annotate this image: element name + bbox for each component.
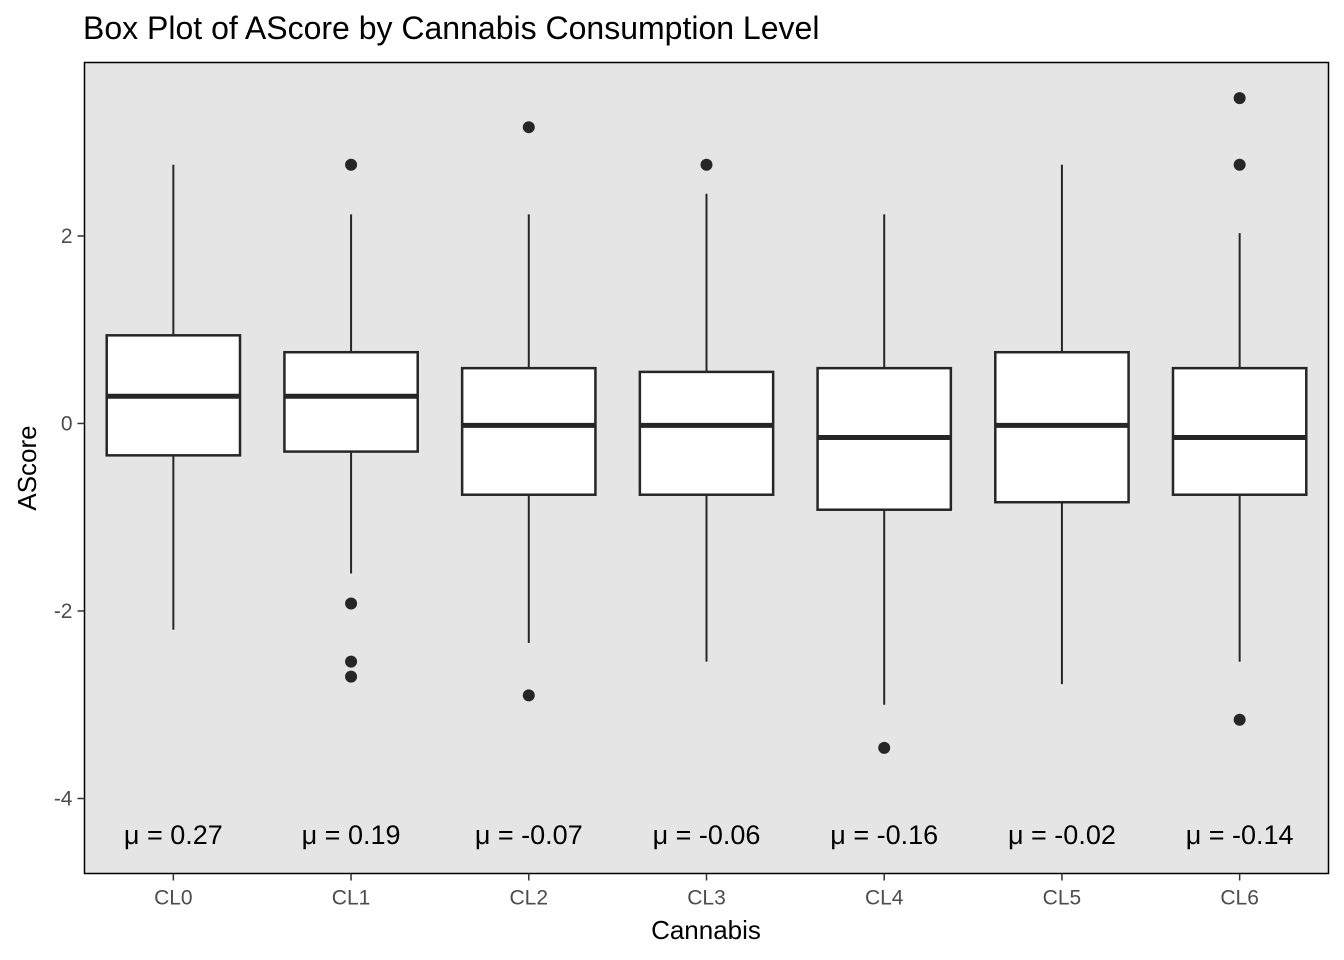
x-tick-label: CL5 [1043,887,1082,910]
x-axis: CL0 CL1 CL2 CL3 CL4 CL5 CL6 [154,873,1259,910]
box-cl4 [816,214,953,754]
box-cl0 [105,164,242,630]
x-tick-label: CL1 [332,887,371,910]
x-tick-label: CL4 [865,887,904,910]
outlier-point [878,741,891,754]
outlier-point [1233,158,1246,171]
box-iqr [1171,366,1308,496]
y-axis-title: AScore [12,425,42,510]
box-iqr [638,370,775,496]
outlier-point [522,689,535,702]
y-tick-label: -4 [54,787,73,810]
mean-label: μ = 0.19 [302,820,401,850]
mean-label: μ = -0.16 [830,820,938,850]
mean-label: μ = 0.27 [124,820,223,850]
outlier-point [522,121,535,134]
box-cl2 [460,121,597,702]
box-iqr [283,350,419,453]
x-tick-label: CL6 [1220,887,1259,910]
y-tick-label: -2 [54,600,73,623]
x-axis-title: Cannabis [651,915,761,945]
outlier-point [700,158,713,171]
y-tick-label: 0 [61,412,73,435]
box-cl1 [283,158,419,683]
outlier-point [1233,713,1246,726]
boxes-layer [105,92,1308,754]
outlier-point [345,158,358,171]
x-tick-label: CL3 [687,887,726,910]
x-tick-label: CL2 [510,887,549,910]
mean-label: μ = -0.14 [1186,820,1294,850]
box-iqr [460,366,597,496]
box-cl5 [994,164,1130,685]
outlier-point [1233,92,1246,105]
outlier-point [345,597,358,610]
box-cl6 [1171,92,1308,726]
mean-label: μ = -0.07 [475,820,583,850]
y-axis: -4 -2 0 2 [54,225,85,810]
mean-labels-layer: μ = 0.27 μ = 0.19 μ = -0.07 μ = -0.06 μ = -0… [124,820,1294,850]
x-tick-label: CL0 [154,887,193,910]
mean-label: μ = -0.06 [653,820,761,850]
outlier-point [345,655,358,668]
box-cl3 [638,158,775,662]
mean-label: μ = -0.02 [1008,820,1116,850]
chart-title: Box Plot of AScore by Cannabis Consumpti… [83,10,819,46]
outlier-point [345,670,358,683]
y-tick-label: 2 [61,225,73,248]
